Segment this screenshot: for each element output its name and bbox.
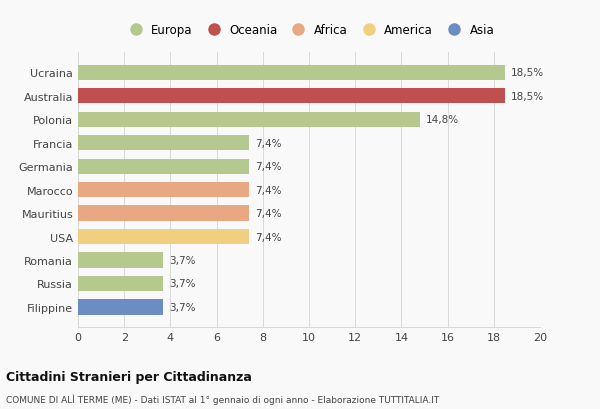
Bar bbox=[78, 112, 420, 128]
Text: COMUNE DI ALÌ TERME (ME) - Dati ISTAT al 1° gennaio di ogni anno - Elaborazione : COMUNE DI ALÌ TERME (ME) - Dati ISTAT al… bbox=[6, 393, 439, 404]
Legend: Europa, Oceania, Africa, America, Asia: Europa, Oceania, Africa, America, Asia bbox=[120, 21, 498, 41]
Text: 7,4%: 7,4% bbox=[255, 138, 281, 148]
Bar bbox=[78, 65, 505, 81]
Bar bbox=[78, 136, 249, 151]
Bar bbox=[78, 276, 163, 291]
Text: 3,7%: 3,7% bbox=[169, 255, 196, 265]
Text: 18,5%: 18,5% bbox=[511, 92, 544, 101]
Bar bbox=[78, 229, 249, 245]
Bar bbox=[78, 206, 249, 221]
Bar bbox=[78, 253, 163, 268]
Bar bbox=[78, 299, 163, 315]
Text: 7,4%: 7,4% bbox=[255, 185, 281, 195]
Text: 3,7%: 3,7% bbox=[169, 279, 196, 289]
Bar bbox=[78, 159, 249, 174]
Bar bbox=[78, 182, 249, 198]
Text: 3,7%: 3,7% bbox=[169, 302, 196, 312]
Text: 7,4%: 7,4% bbox=[255, 209, 281, 218]
Text: 7,4%: 7,4% bbox=[255, 232, 281, 242]
Text: Cittadini Stranieri per Cittadinanza: Cittadini Stranieri per Cittadinanza bbox=[6, 370, 252, 383]
Text: 14,8%: 14,8% bbox=[425, 115, 459, 125]
Text: 18,5%: 18,5% bbox=[511, 68, 544, 78]
Bar bbox=[78, 89, 505, 104]
Text: 7,4%: 7,4% bbox=[255, 162, 281, 172]
